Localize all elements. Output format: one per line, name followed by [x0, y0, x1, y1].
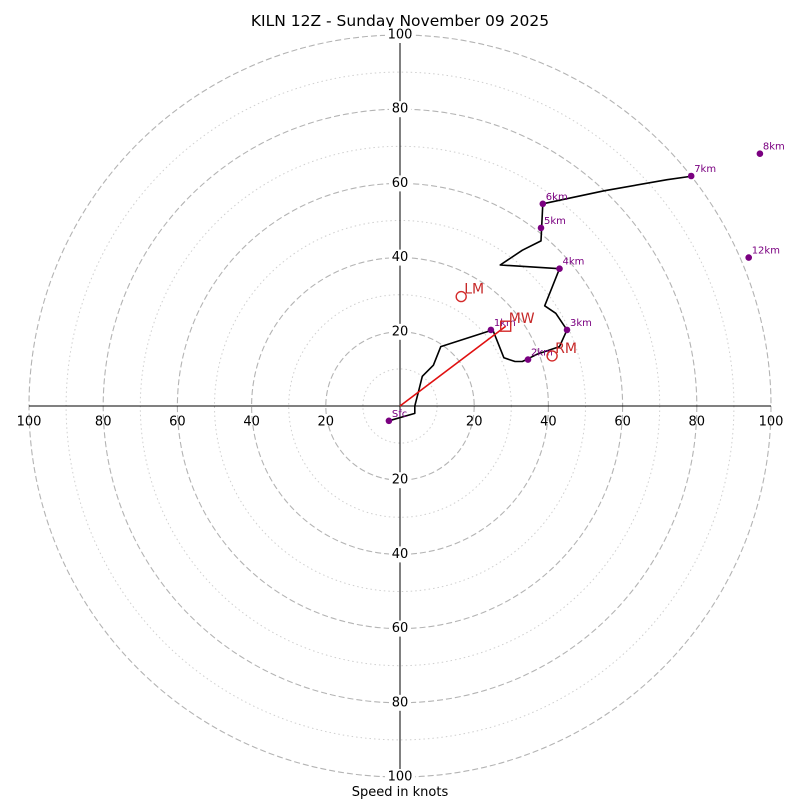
height-point-5km — [537, 224, 545, 232]
x-tick-label: 100 — [17, 415, 42, 430]
x-axis-label: Speed in knots — [352, 785, 449, 800]
y-tick-label: 80 — [392, 102, 409, 117]
height-label-6km: 6km — [546, 192, 568, 203]
y-tick-background — [389, 101, 411, 118]
storm-motion-rm — [546, 350, 558, 362]
y-tick-label: 40 — [392, 547, 409, 562]
hodograph-trace-upper — [725, 208, 771, 274]
x-tick-label: 20 — [318, 415, 335, 430]
height-label-7km: 7km — [694, 164, 716, 175]
height-label-3km: 3km — [570, 318, 592, 329]
height-point-6km — [539, 200, 547, 208]
height-point-8km — [756, 150, 764, 157]
y-tick-label: 40 — [392, 250, 409, 265]
x-tick-label: 40 — [540, 415, 557, 430]
tick-labels: 100 80 60 40 20 20 40 60 80 100 100 80 60 40 20 20 40 60 8… — [17, 27, 784, 785]
x-tick-label: 60 — [614, 415, 631, 430]
height-point-3km — [563, 326, 571, 334]
y-tick-label: 100 — [388, 770, 413, 785]
shear-vector — [399, 325, 507, 407]
y-tick-label: 20 — [392, 324, 409, 339]
y-tick-label: 80 — [392, 695, 409, 710]
height-point-4km — [556, 265, 563, 273]
y-tick-background — [385, 769, 415, 785]
height-label-2km: 2km — [531, 348, 553, 359]
x-tick-label: 80 — [95, 415, 112, 430]
storm-motion-label-lm: LM — [464, 282, 484, 298]
storm-motion-mw — [500, 320, 512, 332]
y-tick-label: 20 — [392, 473, 409, 488]
y-tick-background — [385, 27, 415, 43]
height-point-1km — [487, 326, 495, 334]
y-tick-label: 100 — [388, 28, 413, 43]
y-tick-background — [389, 694, 411, 711]
y-tick-background — [389, 620, 411, 637]
x-tick-label: 80 — [689, 415, 706, 430]
height-label-8km: 8km — [763, 142, 785, 153]
chart-title: KILN 12Z - Sunday November 09 2025 — [251, 12, 549, 30]
y-tick-background — [389, 249, 411, 266]
hodograph-plot: Sfc 1km 2km 3km 4km 5km 6km 7km 8km 12km LM MW RM — [385, 138, 785, 425]
storm-motion-label-rm: RM — [555, 341, 577, 357]
height-point-2km — [524, 356, 532, 363]
x-tick-label: 40 — [243, 415, 260, 430]
height-label-12km: 12km — [752, 246, 780, 257]
hodograph-trace — [388, 138, 771, 422]
x-tick-label: 100 — [759, 415, 784, 430]
y-tick-label: 60 — [392, 621, 409, 636]
height-label-sfc: Sfc — [392, 409, 407, 420]
y-tick-label: 60 — [392, 176, 409, 191]
x-tick-label: 60 — [169, 415, 186, 430]
height-point-12km — [745, 254, 752, 261]
height-label-4km: 4km — [563, 257, 585, 268]
height-label-5km: 5km — [544, 216, 566, 227]
y-tick-background — [389, 175, 411, 192]
storm-motion-lm — [455, 290, 467, 303]
height-label-1km: 1km — [494, 318, 516, 329]
y-tick-background — [389, 323, 411, 340]
height-point-sfc — [385, 417, 393, 425]
y-tick-background — [389, 546, 411, 563]
height-point-7km — [687, 172, 695, 180]
storm-motion-label-mw: MW — [509, 311, 535, 327]
x-tick-label: 20 — [466, 415, 483, 430]
y-tick-background — [389, 472, 411, 489]
